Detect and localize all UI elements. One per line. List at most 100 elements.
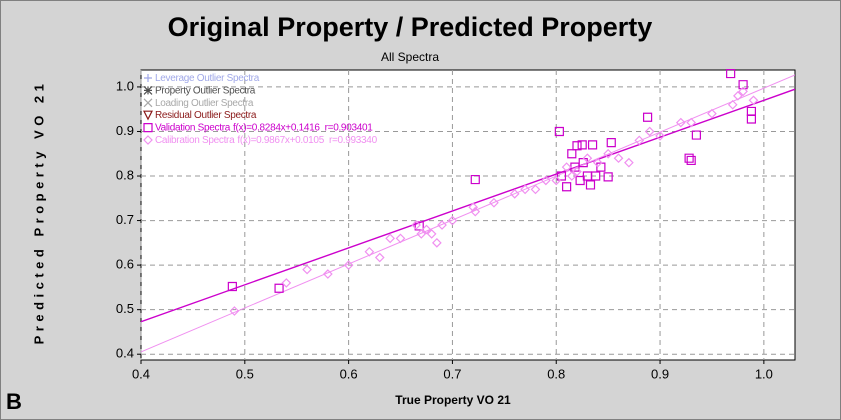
panel-label: B [6,389,22,414]
point [587,140,598,150]
legend-fit: f(x)=0.9867x+0.0105 [237,135,324,146]
point [707,108,717,119]
point [281,278,292,288]
point [738,86,748,97]
point [416,229,427,239]
fit-line [141,74,795,353]
point [596,162,606,172]
point [343,260,354,270]
legend-label: Leverage Outlier Spectra [155,73,260,84]
point [468,202,479,213]
legend-marker [144,74,152,82]
point [562,182,572,192]
y-axis-label: Predicted Property VO 21 [31,80,46,345]
x-tick-label: 0.5 [236,366,254,381]
chart-title: Original Property / Predicted Property [168,12,653,42]
point [385,233,395,244]
legend-marker [143,123,153,133]
point [364,246,375,257]
legend-label: Validation Spectra f(x)=0.8284x+0.1416 r=0… [155,122,373,133]
point [691,130,701,140]
legend-label: Property Outlier Spectra [155,85,256,96]
point [541,175,551,186]
point [686,117,697,128]
point [426,229,437,239]
point [575,175,585,186]
point [585,180,596,190]
legend-label: Loading Outlier Spectra [155,97,254,108]
plot-area [140,69,796,361]
point [530,184,541,195]
point [572,166,582,177]
point [655,131,665,141]
point [432,237,442,248]
point [738,80,748,90]
point [470,174,480,185]
legend-r: r=0.993340 [329,135,378,146]
y-tick-label: 1.0 [116,78,134,93]
legend-marker [143,110,153,121]
point [684,153,694,163]
x-tick-label: 0.6 [340,366,358,381]
point [577,140,587,150]
y-tick-label: 0.5 [116,301,134,316]
legend-name: Loading Outlier Spectra [155,97,254,108]
point [675,117,686,128]
point [606,138,616,148]
legend-fit: f(x)=0.8284x+0.1416 [233,122,320,133]
point [603,148,613,159]
legend-r: r=0.903401 [325,122,374,133]
point [592,157,603,168]
point [489,197,499,208]
point [644,126,655,137]
point [551,175,562,186]
point [421,224,432,235]
y-tick-label: 0.4 [116,346,134,361]
point [274,283,284,293]
x-tick-label: 0.8 [547,366,565,381]
point [509,188,520,199]
x-tick-label: 0.4 [132,366,150,381]
point [227,281,237,292]
point [302,264,312,275]
point [591,171,601,181]
point [727,99,738,110]
x-tick-label: 0.7 [443,366,461,381]
point [726,68,736,79]
y-tick-label: 0.9 [116,123,134,138]
point [733,90,743,101]
point [624,157,634,168]
legend-marker [143,98,153,108]
legend-name: Residual Outlier Spectra [155,110,257,121]
legend-name: Leverage Outlier Spectra [155,73,260,84]
legend-name: Validation Spectra [155,122,231,133]
point [613,153,624,164]
point [520,184,530,195]
legend-label: Residual Outlier Spectra [155,110,257,121]
point [554,126,564,137]
point [582,153,593,164]
point [570,162,580,172]
point [634,135,645,146]
legend-marker [143,85,153,95]
point [447,215,458,226]
y-tick-label: 0.6 [116,257,134,272]
point [566,171,577,181]
point [470,206,481,217]
point [561,162,572,172]
legend-marker [143,135,153,145]
chart-subtitle: All Spectra [381,50,439,64]
x-tick-label: 1.0 [755,366,773,381]
point [686,155,696,166]
point [642,112,653,122]
point [603,172,613,182]
x-axis-label: True Property VO 21 [395,393,511,407]
x-tick-label: 0.9 [651,366,669,381]
point [395,233,406,244]
y-tick-label: 0.7 [116,212,134,227]
fit-line [141,88,795,323]
y-tick-label: 0.8 [116,167,134,182]
point [374,252,385,263]
point [748,95,759,106]
